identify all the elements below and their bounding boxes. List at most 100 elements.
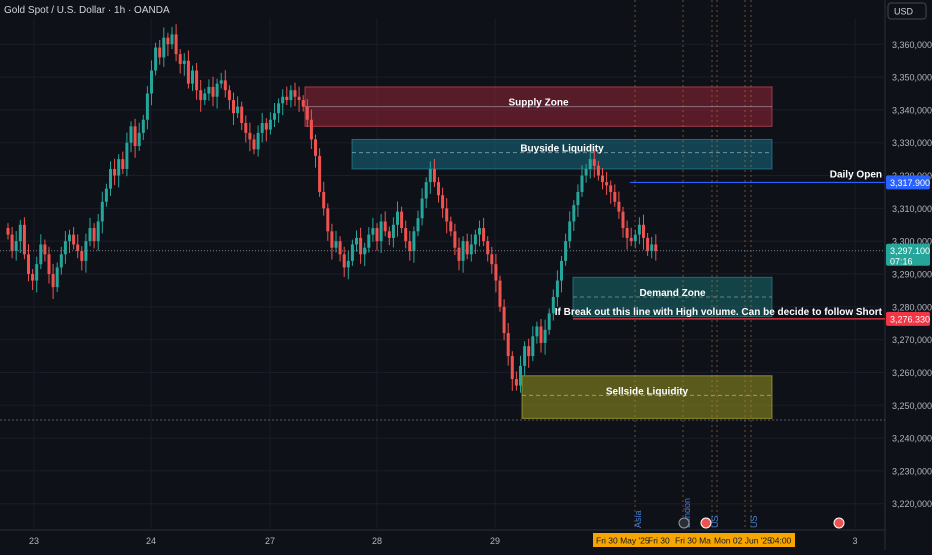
time-highlight-label: Fri 30 Ma: [675, 536, 711, 546]
candle-body: [145, 93, 149, 120]
candle-body: [412, 231, 416, 252]
candle-body: [539, 326, 543, 343]
currency-button-label: USD: [894, 7, 914, 17]
candle-body: [555, 280, 559, 297]
candle-body: [498, 280, 502, 307]
candle-body: [18, 224, 22, 242]
zone-label: Sellside Liquidity: [606, 386, 689, 397]
candle-body: [359, 237, 363, 255]
candle-body: [580, 175, 584, 192]
candle-body: [506, 333, 510, 357]
candle-body: [633, 234, 637, 242]
candle-body: [154, 47, 158, 71]
daily-open-tag-bg: [886, 175, 930, 190]
candle-body: [375, 228, 379, 242]
candle-body: [383, 221, 387, 232]
candle-body: [252, 139, 256, 150]
candle-body: [486, 241, 490, 255]
candle-body: [613, 191, 617, 202]
us-flag-icon[interactable]: [833, 517, 845, 529]
candle-body: [490, 254, 494, 265]
daily-open-label: Daily Open: [830, 169, 882, 180]
candle-body: [137, 132, 141, 146]
y-tick-label: 3,350,000: [892, 73, 932, 83]
candle-body: [63, 241, 67, 255]
candle-body: [121, 159, 125, 169]
candle-body: [609, 185, 613, 192]
candle-body: [334, 241, 338, 248]
zone-buyside[interactable]: [351, 138, 773, 170]
candle-body: [59, 254, 63, 268]
y-tick-label: 3,220,000: [892, 499, 932, 509]
candle-body: [289, 90, 293, 101]
candle-body: [387, 231, 391, 238]
candle-body: [445, 208, 449, 222]
candle-body: [441, 195, 445, 209]
candle-body: [51, 274, 55, 288]
candle-body: [215, 83, 219, 97]
candle-body: [551, 296, 555, 314]
y-tick-label: 3,330,000: [892, 138, 932, 148]
y-tick-label: 3,230,000: [892, 466, 932, 476]
candle-body: [314, 139, 317, 156]
candle-body: [650, 244, 654, 252]
y-tick-label: 3,290,000: [892, 270, 932, 280]
y-tick-label: 3,300,000: [892, 237, 932, 247]
candle-body: [182, 60, 186, 64]
candle-body: [72, 234, 76, 245]
candle-body: [424, 182, 428, 199]
y-tick-label: 3,270,000: [892, 335, 932, 345]
candle-body: [6, 228, 10, 235]
candle-body: [104, 188, 108, 202]
y-tick-label: 3,260,000: [892, 368, 932, 378]
candle-body: [654, 244, 658, 252]
candle-body: [240, 106, 244, 124]
candle-body: [133, 126, 137, 146]
candle-body: [264, 123, 268, 130]
candle-body: [260, 123, 264, 133]
candle-body: [84, 241, 88, 261]
us-flag-icon[interactable]: [700, 517, 712, 529]
x-tick-label: 29: [490, 536, 500, 546]
x-tick-label: 24: [146, 536, 156, 546]
x-tick-label: 3: [852, 536, 857, 546]
session-label: US: [749, 515, 759, 528]
candle-body: [465, 241, 469, 255]
currency-button[interactable]: [887, 2, 927, 20]
zone-sellside[interactable]: [521, 375, 773, 419]
candle-body: [400, 211, 404, 229]
candle-body: [338, 241, 342, 255]
candle-body: [117, 159, 121, 176]
time-highlight-label: Fri 30 May '25: [596, 536, 650, 546]
price-axis-panel: [885, 0, 932, 550]
y-tick-label: 3,240,000: [892, 434, 932, 444]
candle-body: [568, 221, 572, 242]
candle-body: [416, 218, 420, 232]
candle-body: [453, 231, 457, 248]
current-price-tag: 3,297.100: [890, 246, 930, 256]
y-tick-label: 3,280,000: [892, 302, 932, 312]
candle-body: [437, 182, 440, 196]
candle-body: [35, 264, 39, 281]
candle-body: [605, 182, 609, 186]
candle-body: [248, 132, 252, 140]
candle-body: [371, 228, 375, 235]
candle-body: [309, 119, 313, 140]
candle-body: [346, 260, 350, 268]
flash-icon[interactable]: [678, 517, 690, 529]
zone-label: Supply Zone: [509, 98, 569, 109]
candle-body: [223, 80, 227, 91]
candle-body: [227, 90, 231, 101]
candle-body: [457, 247, 461, 261]
candle-body: [285, 96, 289, 101]
candle-body: [482, 228, 486, 242]
candle-body: [461, 241, 465, 261]
candle-body: [367, 234, 371, 248]
candle-body: [219, 80, 223, 84]
candle-body: [535, 326, 539, 337]
candle-body: [207, 86, 211, 94]
candle-body: [170, 34, 174, 45]
candle-body: [396, 211, 399, 225]
